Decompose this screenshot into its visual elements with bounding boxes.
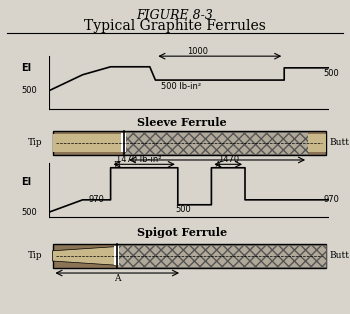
Bar	[114, 246, 119, 266]
Text: EI: EI	[21, 63, 31, 73]
Text: Tip: Tip	[27, 138, 42, 147]
Bar	[52, 244, 326, 268]
Text: 500: 500	[176, 205, 191, 214]
Bar	[116, 245, 326, 267]
Text: 1000: 1000	[187, 46, 208, 56]
Bar	[52, 131, 326, 154]
Text: 1470: 1470	[218, 155, 239, 164]
Bar	[121, 133, 126, 152]
Text: B: B	[114, 160, 120, 170]
Text: Spigot Ferrule: Spigot Ferrule	[137, 227, 227, 238]
Text: 1470 lb-in²: 1470 lb-in²	[116, 155, 161, 164]
Text: 500: 500	[21, 208, 37, 217]
Text: EI: EI	[21, 176, 31, 187]
Bar	[308, 134, 326, 152]
Text: A: A	[114, 274, 120, 283]
Text: 970: 970	[323, 195, 339, 204]
Text: 500: 500	[323, 69, 339, 78]
Text: Typical Graphite Ferrules: Typical Graphite Ferrules	[84, 19, 266, 34]
Bar	[52, 134, 122, 152]
Text: Butt: Butt	[329, 138, 349, 147]
Text: Tip: Tip	[27, 252, 42, 260]
Bar	[122, 132, 308, 154]
Polygon shape	[52, 247, 116, 265]
Text: Sleeve Ferrule: Sleeve Ferrule	[137, 117, 227, 128]
Text: FIGURE 8-3: FIGURE 8-3	[136, 9, 214, 22]
Text: 970: 970	[88, 195, 104, 204]
Text: Butt: Butt	[329, 252, 349, 260]
Text: 500 lb-in²: 500 lb-in²	[161, 82, 201, 91]
Text: 500: 500	[21, 86, 37, 95]
Text: A: A	[214, 161, 220, 170]
